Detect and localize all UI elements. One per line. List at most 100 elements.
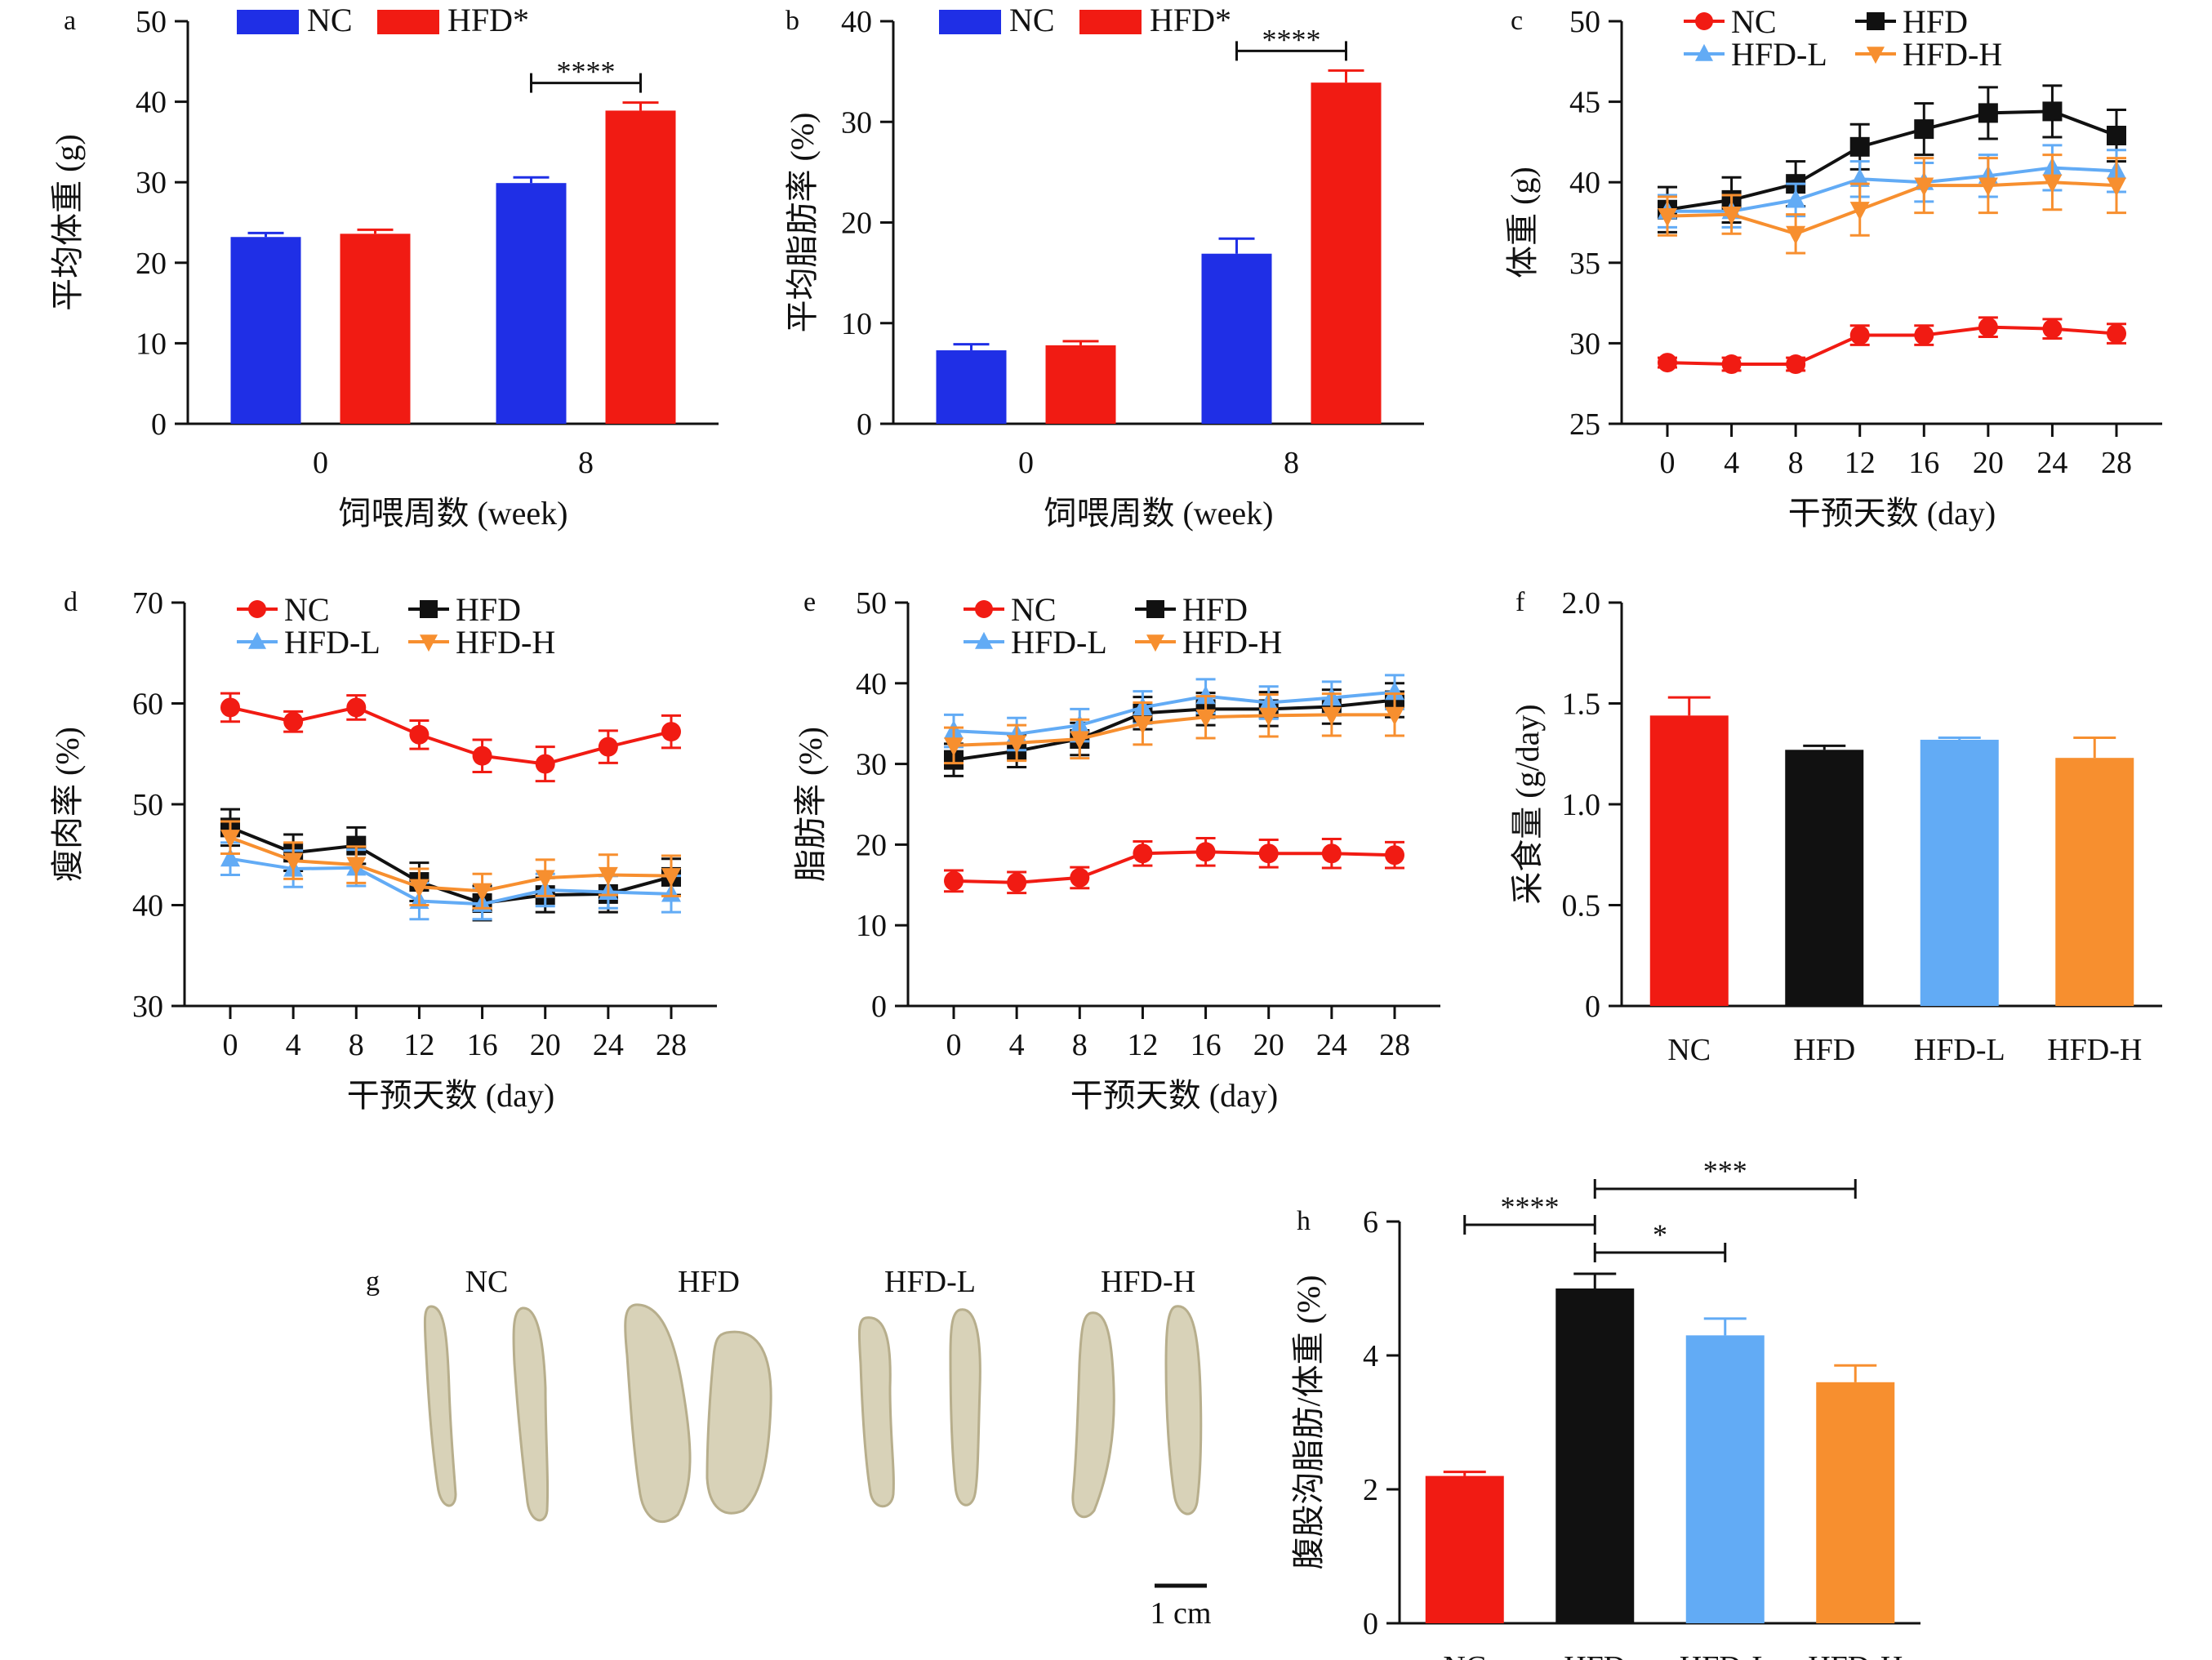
legend-label: NC: [1731, 3, 1777, 40]
x-tick-label: 28: [1379, 1028, 1410, 1062]
data-point: [409, 879, 429, 898]
chart-c: 25 30 35 40 45 50 c 体重 (g) 干预天数 (day) 0 4 8 12 16 20 24…: [1504, 3, 2162, 532]
legend-swatch: [939, 10, 1001, 34]
x-tick-label: HFD: [1793, 1033, 1855, 1067]
x-tick-label: HFD: [1564, 1650, 1626, 1660]
data-point: [2107, 126, 2126, 146]
series-line: [229, 857, 672, 906]
data-point: [1786, 189, 1806, 208]
y-tick-label: 0: [857, 407, 872, 442]
x-tick-label: 0: [223, 1028, 238, 1062]
tissue-sample: [624, 1303, 692, 1524]
data-point: [2042, 318, 2063, 339]
y-axis-label: 脂肪率 (%): [792, 727, 829, 882]
bar: [1920, 739, 1999, 1006]
x-tick-label: 4: [1009, 1028, 1025, 1062]
data-point: [1786, 354, 1806, 375]
series-line: [953, 850, 1395, 884]
bar: [1649, 715, 1729, 1006]
tissue-sample: [1071, 1311, 1115, 1519]
data-point: [1133, 843, 1153, 864]
x-axis-label: 饲喂周数 (week): [1044, 495, 1273, 532]
y-tick-label: 10: [841, 307, 872, 341]
data-point: [2107, 323, 2126, 344]
series-line: [953, 690, 1395, 737]
series-line: [229, 835, 672, 893]
data-point: [1007, 735, 1027, 754]
legend-label: HFD-L: [1731, 36, 1827, 73]
y-tick-label: 40: [1569, 166, 1600, 200]
y-axis-label: 采食量 (g/day): [1509, 704, 1546, 905]
y-tick-label: 40: [856, 667, 887, 701]
legend-label: HFD*: [447, 2, 529, 38]
legend-swatch: [377, 10, 439, 34]
data-point: [1321, 706, 1342, 726]
fat-tissue-photo: g NC HFD HFD-L HFD-H 1 cm: [366, 1265, 1211, 1631]
bar: [1425, 1475, 1504, 1623]
legend-label: NC: [1009, 2, 1055, 38]
x-tick-label: HFD-H: [2047, 1033, 2142, 1067]
x-tick-label: 24: [2036, 446, 2067, 480]
data-point: [420, 600, 438, 618]
panel-letter: c: [1511, 6, 1523, 36]
data-point: [1867, 12, 1885, 30]
x-tick-label: HFD-H: [1808, 1650, 1903, 1660]
y-axis-label: 平均体重 (g): [49, 134, 86, 311]
data-point: [1146, 600, 1164, 618]
data-point: [661, 868, 681, 887]
x-axis-label: 干预天数 (day): [1788, 495, 1996, 532]
legend-label: HFD*: [1150, 2, 1231, 38]
data-point: [472, 883, 492, 902]
x-tick-label: 0: [313, 446, 328, 480]
legend-label: HFD-L: [1011, 624, 1107, 661]
tissue-sample: [423, 1305, 457, 1507]
data-point: [1721, 207, 1742, 225]
y-tick-label: 70: [132, 586, 163, 621]
x-tick-label: 28: [2101, 446, 2132, 480]
y-tick-label: 0: [1585, 990, 1600, 1024]
legend-label: NC: [307, 2, 353, 38]
x-tick-label: 28: [656, 1028, 687, 1062]
x-tick-label: HFD-L: [1680, 1650, 1771, 1660]
chart-b: 0 10 20 30 40 b 平均脂肪率 (%) 饲喂周数 (week) 0 8 NC HFD* **…: [784, 2, 1424, 532]
significance-label: ****: [1501, 1190, 1560, 1223]
y-tick-label: 20: [136, 247, 167, 281]
y-tick-label: 50: [856, 586, 887, 621]
data-point: [1385, 845, 1404, 866]
x-tick-label: 4: [286, 1028, 301, 1062]
legend-label: HFD-H: [456, 624, 555, 661]
significance-label: ****: [557, 56, 616, 88]
x-tick-label: NC: [1443, 1650, 1486, 1660]
legend-label: HFD-L: [284, 624, 381, 661]
series-line: [1667, 109, 2117, 211]
panel-letter: d: [64, 587, 78, 617]
y-tick-label: 50: [132, 788, 163, 822]
photo-label-hfd: HFD: [678, 1265, 740, 1299]
data-point: [2042, 174, 2063, 194]
data-point: [598, 866, 618, 886]
tissue-sample: [705, 1330, 772, 1515]
x-tick-label: NC: [1667, 1033, 1711, 1067]
bar: [1311, 82, 1382, 425]
bar: [1785, 750, 1864, 1006]
legend-label: HFD: [1903, 3, 1968, 40]
x-axis-label: 干预天数 (day): [347, 1077, 554, 1114]
data-point: [1195, 709, 1216, 728]
data-point: [598, 737, 618, 757]
data-point: [1849, 202, 1870, 220]
chart-a: 0 10 20 30 40 50 a 平均体重 (g) 饲喂周数 (week) 0 8 NC HFD* *…: [49, 2, 719, 532]
data-point: [1385, 706, 1404, 726]
y-tick-label: 45: [1569, 86, 1600, 120]
y-axis-label: 腹股沟脂肪/体重 (%): [1290, 1275, 1327, 1569]
y-tick-label: 60: [132, 688, 163, 722]
bar: [230, 237, 301, 424]
y-axis-label: 平均脂肪率 (%): [784, 113, 821, 333]
data-point: [1978, 317, 1998, 337]
data-point: [1721, 354, 1742, 375]
data-point: [346, 857, 367, 876]
data-point: [1978, 103, 1998, 123]
panel-letter: b: [786, 6, 799, 36]
series-line: [953, 713, 1395, 747]
